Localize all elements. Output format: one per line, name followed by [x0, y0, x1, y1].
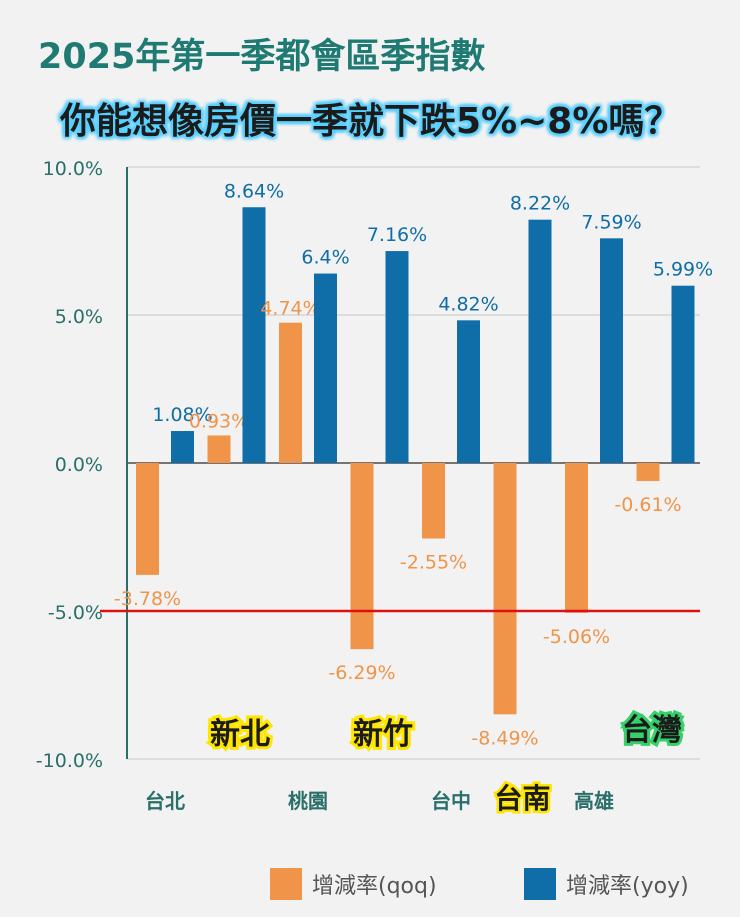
legend-item-yoy: 增減率(yoy) [524, 868, 689, 900]
data-label-yoy: 6.4% [301, 247, 349, 269]
bar-qoq [493, 463, 517, 715]
data-label-yoy: 7.16% [367, 224, 427, 246]
y-tick-label: 10.0% [43, 158, 103, 180]
x-tick-label: 桃園 [288, 789, 328, 813]
data-label-yoy: 8.22% [510, 193, 570, 215]
data-label-qoq: -3.78% [114, 588, 181, 610]
data-label-qoq: 0.93% [189, 410, 249, 432]
region-highlight-label: 台灣 [622, 713, 682, 748]
bar-yoy [528, 219, 552, 463]
y-tick-label: -5.0% [48, 602, 103, 624]
data-label-qoq: -2.55% [400, 551, 467, 573]
data-label-yoy: 1.08% [152, 404, 212, 426]
legend-swatch-yoy [524, 868, 556, 900]
chart-title: 2025年第一季都會區季指數 [38, 37, 486, 77]
bar-yoy [457, 320, 480, 463]
data-label-qoq: -0.61% [614, 494, 681, 516]
bar-yoy [671, 285, 695, 463]
bar-yoy [385, 251, 409, 463]
data-label-yoy: 8.64% [224, 180, 284, 202]
bar-yoy [314, 273, 337, 463]
bar-qoq [350, 463, 374, 650]
legend-label-yoy: 增減率(yoy) [566, 874, 689, 899]
legend-label-qoq: 增減率(qoq) [312, 874, 437, 899]
region-highlight-label: 新竹 [353, 717, 413, 752]
legend-swatch-qoq [270, 868, 302, 900]
legend-item-qoq: 增減率(qoq) [270, 868, 437, 900]
bar-yoy [600, 238, 623, 463]
bar-qoq [279, 322, 302, 463]
y-tick-label: 5.0% [55, 306, 103, 328]
data-label-qoq: 4.74% [260, 298, 320, 320]
bar-qoq [207, 435, 231, 463]
chart-subtitle: 你能想像房價一季就下跌5%~8%嗎？ [60, 101, 681, 142]
y-tick-label: -10.0% [36, 750, 103, 772]
bar-yoy [242, 207, 266, 463]
data-label-qoq: -8.49% [471, 727, 538, 749]
bar-qoq [636, 463, 660, 482]
x-tick-label: 台中 [431, 789, 471, 813]
x-tick-label-highlight: 台南 [494, 782, 550, 815]
data-label-yoy: 4.82% [438, 293, 498, 315]
region-highlight-label: 新北 [210, 717, 270, 752]
data-label-yoy: 7.59% [581, 211, 641, 233]
data-label-qoq: -5.06% [543, 626, 610, 648]
x-tick-label: 高雄 [574, 789, 614, 813]
bar-qoq [136, 463, 159, 575]
data-label-qoq: -6.29% [328, 662, 395, 684]
bar-yoy [171, 431, 194, 463]
bar-qoq [422, 463, 445, 539]
bar-qoq [565, 463, 588, 613]
data-label-yoy: 5.99% [653, 259, 713, 281]
x-tick-label: 台北 [145, 789, 185, 813]
y-tick-label: 0.0% [55, 454, 103, 476]
